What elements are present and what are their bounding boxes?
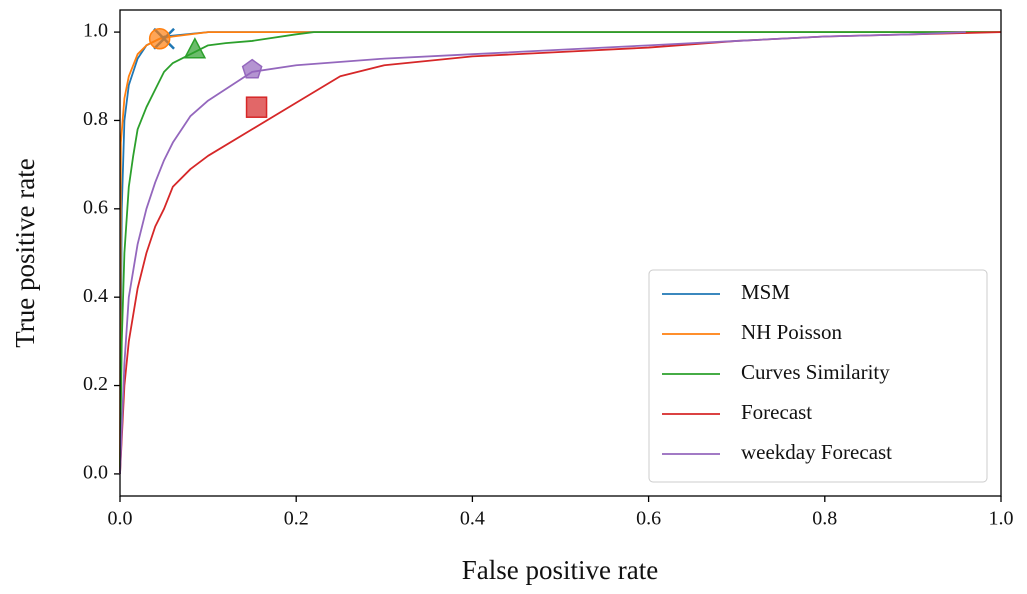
roc-line xyxy=(119,31,1001,474)
x-tick-label: 0.8 xyxy=(812,508,837,530)
legend-label: Curves Similarity xyxy=(741,360,890,384)
marker xyxy=(148,27,171,50)
marker xyxy=(241,58,263,79)
legend-label: MSM xyxy=(741,280,790,304)
y-tick-label: 0.4 xyxy=(83,285,108,307)
legend-label: weekday Forecast xyxy=(741,440,892,464)
roc-line xyxy=(119,31,1001,474)
legend-box xyxy=(648,269,988,483)
y-tick-label: 0.6 xyxy=(83,196,108,218)
y-tick-label: 0.0 xyxy=(83,462,108,484)
legend-label: Forecast xyxy=(741,400,812,424)
y-tick-label: 1.0 xyxy=(83,20,108,42)
marker xyxy=(245,96,268,118)
x-tick-label: 0.4 xyxy=(460,508,485,530)
x-tick-label: 0.0 xyxy=(108,508,133,530)
y-tick-label: 0.8 xyxy=(83,108,108,130)
plot-frame xyxy=(119,9,1002,497)
x-tick-label: 0.2 xyxy=(284,508,309,530)
y-axis-label: True positive rate xyxy=(10,158,40,347)
x-tick-label: 1.0 xyxy=(989,508,1014,530)
roc-line xyxy=(119,31,966,474)
legend-label: NH Poisson xyxy=(741,320,842,344)
x-tick-label: 0.6 xyxy=(636,508,661,530)
marker xyxy=(183,37,207,59)
y-tick-label: 0.2 xyxy=(83,373,108,395)
x-axis-label: False positive rate xyxy=(462,555,658,585)
